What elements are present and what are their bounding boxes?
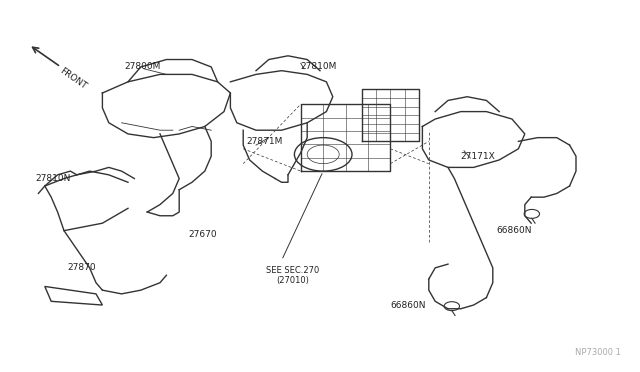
Text: SEE SEC.270
(27010): SEE SEC.270 (27010) [266,266,319,285]
Text: NP73000 1: NP73000 1 [575,348,621,357]
Text: 27670: 27670 [189,230,218,239]
Text: 27871M: 27871M [246,137,283,146]
Text: 27870: 27870 [67,263,96,272]
Text: 27171X: 27171X [461,152,495,161]
Text: 66860N: 66860N [496,226,531,235]
Text: 27800M: 27800M [125,62,161,71]
Text: 66860N: 66860N [390,301,426,310]
Text: 27810N: 27810N [35,174,70,183]
Text: 27810M: 27810M [301,62,337,71]
Text: FRONT: FRONT [58,67,88,91]
